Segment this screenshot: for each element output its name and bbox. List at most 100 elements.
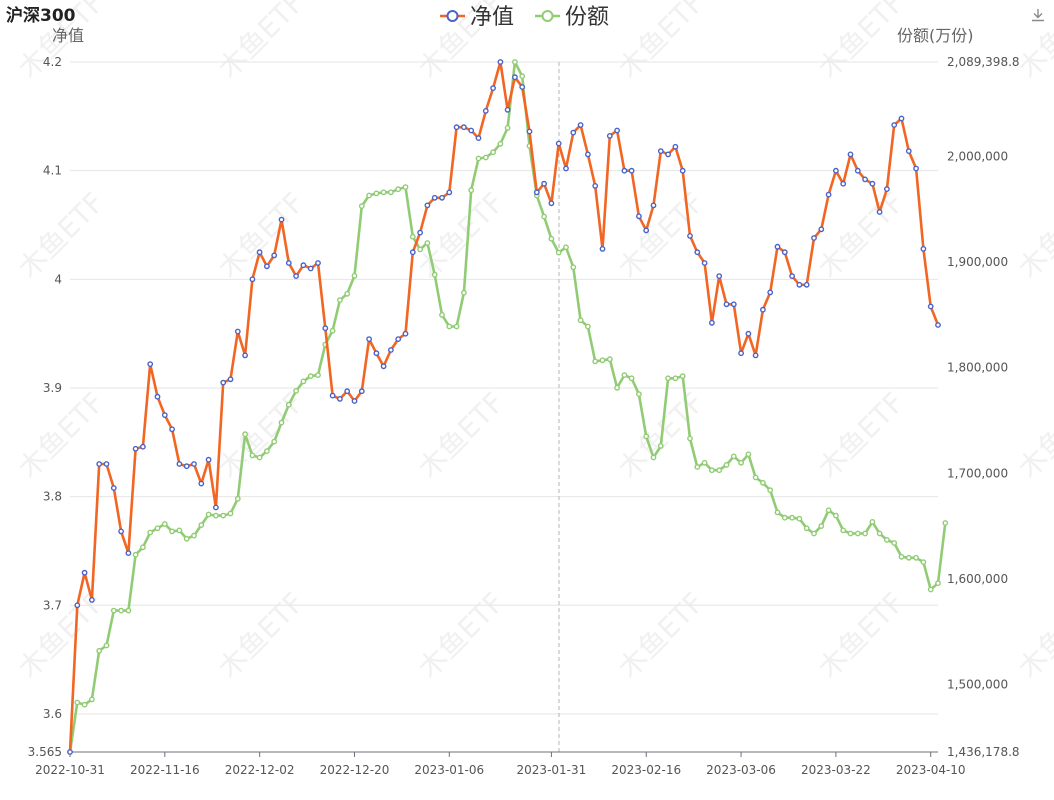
data-point[interactable]: [723, 461, 730, 468]
data-point[interactable]: [431, 271, 438, 278]
data-point[interactable]: [847, 530, 854, 537]
data-point[interactable]: [387, 347, 394, 353]
data-point[interactable]: [898, 553, 905, 560]
data-point[interactable]: [818, 523, 825, 529]
data-point[interactable]: [96, 647, 103, 654]
data-point[interactable]: [563, 165, 569, 172]
data-point[interactable]: [745, 451, 752, 458]
data-point[interactable]: [417, 246, 423, 253]
data-point[interactable]: [366, 336, 372, 342]
data-point[interactable]: [169, 426, 176, 433]
data-point[interactable]: [723, 301, 730, 308]
data-point[interactable]: [74, 699, 81, 706]
data-point[interactable]: [840, 180, 847, 187]
data-point[interactable]: [271, 438, 278, 445]
data-point[interactable]: [366, 192, 372, 199]
data-point[interactable]: [358, 203, 365, 210]
data-point[interactable]: [271, 252, 278, 259]
data-point[interactable]: [278, 216, 285, 223]
data-point[interactable]: [650, 454, 657, 461]
data-point[interactable]: [234, 495, 241, 502]
data-point[interactable]: [555, 249, 562, 256]
data-point[interactable]: [803, 525, 810, 532]
data-point[interactable]: [687, 435, 693, 442]
data-point[interactable]: [351, 272, 358, 279]
data-point[interactable]: [446, 323, 453, 330]
data-point[interactable]: [176, 461, 183, 467]
data-point[interactable]: [935, 580, 941, 587]
data-point[interactable]: [781, 249, 788, 256]
data-point[interactable]: [468, 127, 475, 134]
data-point[interactable]: [110, 607, 117, 614]
data-point[interactable]: [154, 525, 161, 532]
data-point[interactable]: [460, 289, 467, 296]
data-point[interactable]: [585, 323, 591, 330]
data-point[interactable]: [198, 522, 205, 528]
data-point[interactable]: [344, 290, 351, 297]
data-point[interactable]: [300, 262, 307, 269]
data-point[interactable]: [636, 391, 642, 397]
data-point[interactable]: [103, 642, 110, 649]
data-point[interactable]: [89, 597, 95, 603]
data-point[interactable]: [395, 336, 402, 342]
data-point[interactable]: [249, 452, 256, 459]
data-point[interactable]: [752, 474, 759, 481]
data-point[interactable]: [752, 352, 759, 359]
data-point[interactable]: [548, 200, 555, 207]
data-point[interactable]: [891, 540, 898, 546]
data-point[interactable]: [191, 461, 197, 467]
data-point[interactable]: [592, 358, 599, 365]
data-point[interactable]: [176, 527, 183, 534]
data-point[interactable]: [293, 273, 299, 279]
data-point[interactable]: [395, 186, 402, 193]
data-point[interactable]: [387, 189, 394, 196]
legend-item-份额[interactable]: 份额: [535, 5, 609, 30]
data-point[interactable]: [825, 507, 832, 514]
data-point[interactable]: [774, 509, 781, 516]
data-point[interactable]: [614, 384, 620, 391]
data-point[interactable]: [402, 330, 409, 337]
data-point[interactable]: [329, 327, 336, 334]
data-point[interactable]: [570, 129, 577, 136]
data-point[interactable]: [512, 74, 518, 81]
data-point[interactable]: [650, 202, 657, 209]
data-point[interactable]: [482, 108, 489, 114]
data-point[interactable]: [694, 249, 701, 256]
legend[interactable]: 净值 份额: [440, 5, 609, 30]
data-point[interactable]: [614, 127, 620, 134]
data-point[interactable]: [139, 443, 146, 450]
data-point[interactable]: [336, 297, 343, 303]
data-point[interactable]: [81, 701, 88, 708]
data-point[interactable]: [373, 350, 380, 357]
data-point[interactable]: [118, 607, 125, 614]
data-point[interactable]: [672, 143, 679, 150]
data-point[interactable]: [110, 485, 117, 491]
data-point[interactable]: [869, 180, 876, 187]
data-point[interactable]: [132, 551, 139, 558]
data-point[interactable]: [453, 323, 460, 330]
data-point[interactable]: [767, 487, 774, 494]
download-icon[interactable]: [1031, 8, 1045, 22]
data-point[interactable]: [679, 167, 686, 174]
data-point[interactable]: [147, 529, 154, 536]
data-point[interactable]: [439, 194, 445, 201]
data-point[interactable]: [402, 184, 409, 191]
data-point[interactable]: [446, 189, 453, 196]
data-point[interactable]: [927, 303, 934, 310]
data-point[interactable]: [905, 148, 912, 155]
data-point[interactable]: [344, 388, 351, 395]
data-point[interactable]: [774, 243, 781, 250]
data-point[interactable]: [548, 235, 555, 242]
data-point[interactable]: [205, 511, 212, 518]
data-point[interactable]: [796, 281, 803, 288]
data-point[interactable]: [833, 512, 839, 519]
data-point[interactable]: [628, 167, 635, 174]
data-point[interactable]: [570, 264, 577, 271]
data-point[interactable]: [730, 301, 737, 308]
data-point[interactable]: [242, 352, 249, 359]
data-point[interactable]: [621, 167, 628, 174]
data-point[interactable]: [694, 464, 701, 470]
data-point[interactable]: [504, 125, 511, 131]
data-point[interactable]: [862, 176, 868, 183]
data-point[interactable]: [183, 535, 190, 542]
